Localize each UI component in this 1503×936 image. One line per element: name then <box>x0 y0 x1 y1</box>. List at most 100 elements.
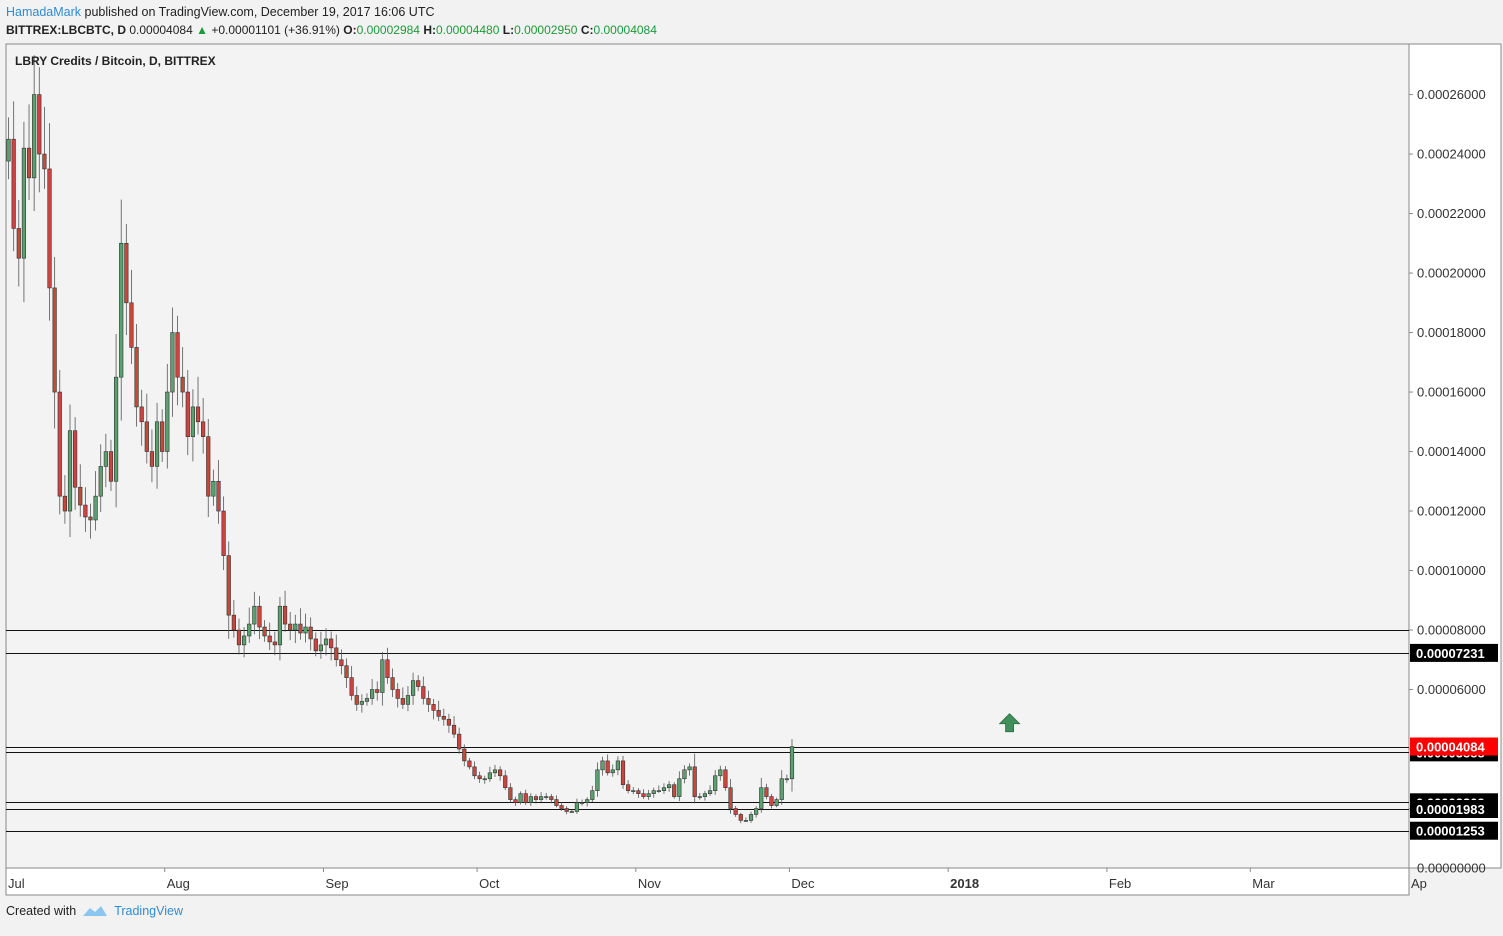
level-badge-4-text: 0.00001983 <box>1416 802 1485 817</box>
candle <box>42 106 47 189</box>
candle-body <box>487 772 492 780</box>
candle-body <box>124 243 129 304</box>
candle <box>119 199 124 421</box>
candle <box>615 756 620 776</box>
candle-body <box>313 638 318 652</box>
author-link[interactable]: HamadaMark <box>6 5 82 19</box>
candle <box>702 790 708 801</box>
candle <box>206 418 211 517</box>
candle <box>47 123 52 321</box>
candle-body <box>410 680 416 696</box>
candle-body <box>682 769 687 780</box>
candle-body <box>672 784 677 797</box>
candle-body <box>723 769 728 788</box>
current-price-badge: 0.00004084 <box>1410 737 1498 756</box>
candle-body <box>73 430 78 488</box>
candle <box>339 649 344 675</box>
candle-body <box>165 391 170 452</box>
candle-body <box>610 769 615 774</box>
candle <box>779 770 784 805</box>
candle <box>32 55 37 212</box>
candle-body <box>62 495 67 512</box>
candle-body <box>180 376 185 393</box>
candle <box>416 675 421 692</box>
x-tick-label: 2018 <box>950 876 979 891</box>
candle <box>103 433 108 488</box>
candle-body <box>57 391 62 497</box>
candle-body <box>67 430 73 512</box>
candle <box>226 541 231 639</box>
candle <box>308 617 313 651</box>
candle <box>451 716 457 738</box>
x-tick-label: Mar <box>1252 876 1275 891</box>
x-tick-label: Sep <box>325 876 348 891</box>
open-label: O: <box>343 23 357 37</box>
tradingview-link[interactable]: TradingView <box>114 904 183 918</box>
candle <box>457 727 462 754</box>
candle <box>600 756 605 776</box>
candle <box>661 783 667 794</box>
candle-body <box>554 799 559 806</box>
candle-body <box>492 769 498 774</box>
candle <box>108 439 114 491</box>
candle <box>656 785 661 793</box>
candle <box>728 779 733 814</box>
candle-body <box>334 647 339 661</box>
candle <box>160 409 165 462</box>
candle <box>518 791 523 805</box>
candle <box>359 694 364 713</box>
tradingview-logo-icon <box>83 906 108 916</box>
candle-body <box>242 635 247 646</box>
candle <box>759 777 764 813</box>
candle <box>538 792 544 802</box>
candle <box>754 806 759 818</box>
close-value: 0.00004084 <box>593 23 657 37</box>
candle-body <box>646 793 651 797</box>
published-text: published on TradingView.com, December 1… <box>84 5 435 19</box>
candle-body <box>615 760 620 771</box>
candle-body <box>252 605 257 625</box>
candle <box>764 783 769 800</box>
up-arrow-icon <box>998 713 1021 733</box>
candle <box>334 634 339 667</box>
candle <box>252 591 257 635</box>
candle <box>221 496 226 571</box>
candle <box>318 631 323 659</box>
candle <box>672 782 677 799</box>
candle-body <box>574 802 580 812</box>
candle <box>426 690 431 712</box>
candle-body <box>513 799 518 803</box>
candle <box>236 618 242 655</box>
candle-body <box>288 623 293 631</box>
candle-body <box>370 689 375 699</box>
candle-body <box>160 421 165 452</box>
candle-body <box>318 644 323 652</box>
candle <box>113 334 119 508</box>
current-price-badge-box <box>1410 737 1498 756</box>
y-tick-label: 0.00006000 <box>1417 682 1486 697</box>
annotations <box>998 713 1021 733</box>
candle-body <box>139 406 144 423</box>
y-tick-label: 0.00022000 <box>1417 206 1486 221</box>
candle-body <box>569 811 574 813</box>
candle-body <box>221 510 226 556</box>
candle-body <box>190 406 195 437</box>
candle-body <box>416 680 421 687</box>
candle-body <box>523 793 528 803</box>
candle <box>492 764 498 778</box>
candle <box>487 766 492 782</box>
candle <box>93 471 98 531</box>
candle <box>26 104 32 201</box>
candle <box>595 762 600 797</box>
candle <box>405 685 411 712</box>
level-badge-4-box <box>1410 800 1498 819</box>
candle <box>165 363 170 469</box>
candle <box>62 475 67 524</box>
last-price: 0.00004084 <box>129 23 193 37</box>
candle-body <box>98 466 103 497</box>
candle <box>323 628 329 656</box>
candle <box>554 795 559 808</box>
candle-body <box>211 480 216 497</box>
